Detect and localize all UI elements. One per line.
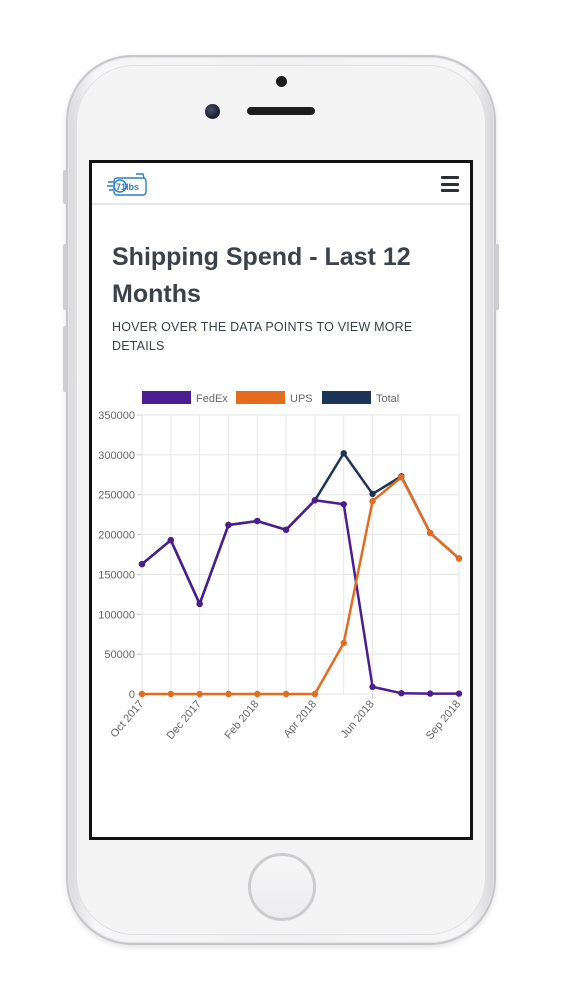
logo-text: 71lbs bbox=[116, 182, 139, 192]
data-point-fedex[interactable] bbox=[311, 497, 319, 504]
data-point-ups[interactable] bbox=[138, 690, 146, 698]
data-point-fedex[interactable] bbox=[254, 517, 261, 525]
hamburger-line-middle bbox=[441, 182, 459, 186]
data-point-ups[interactable] bbox=[282, 690, 290, 698]
legend-label-total[interactable]: Total bbox=[376, 393, 399, 405]
legend-swatch-ups[interactable] bbox=[236, 391, 285, 404]
phone-sensor-dot bbox=[276, 76, 287, 87]
phone-silent-switch bbox=[63, 170, 67, 204]
series-line-ups bbox=[142, 475, 460, 696]
data-point-fedex[interactable] bbox=[455, 690, 463, 697]
phone-volume-down-button bbox=[63, 326, 67, 392]
data-point-ups[interactable] bbox=[426, 529, 434, 537]
phone-volume-up-button bbox=[63, 244, 67, 310]
page-subtitle: HOVER OVER THE DATA POINTS TO VIEW MORE … bbox=[112, 320, 413, 353]
data-point-fedex[interactable] bbox=[369, 683, 376, 691]
y-tick-label: 300000 bbox=[98, 450, 135, 462]
y-tick-label: 350000 bbox=[98, 410, 135, 422]
data-point-ups[interactable] bbox=[369, 497, 376, 505]
data-point-total[interactable] bbox=[369, 490, 376, 498]
data-point-fedex[interactable] bbox=[225, 521, 232, 529]
hamburger-line-top bbox=[441, 176, 459, 179]
data-point-ups[interactable] bbox=[311, 690, 319, 698]
data-point-ups[interactable] bbox=[398, 473, 405, 481]
hamburger-line-bottom bbox=[441, 189, 459, 192]
71lbs-logo[interactable]: 71lbs bbox=[106, 172, 148, 198]
data-point-fedex[interactable] bbox=[196, 600, 203, 608]
data-point-ups[interactable] bbox=[167, 690, 175, 698]
y-tick-label: 150000 bbox=[98, 569, 135, 581]
x-tick-label: Dec 2017 bbox=[164, 698, 203, 742]
phone-speaker bbox=[247, 107, 315, 115]
data-point-ups[interactable] bbox=[254, 690, 261, 698]
legend-swatch-total[interactable] bbox=[322, 391, 371, 404]
data-point-fedex[interactable] bbox=[340, 501, 347, 508]
y-tick-label: 200000 bbox=[98, 530, 135, 542]
phone-front-camera bbox=[205, 104, 220, 119]
x-tick-label: Jun 2018 bbox=[339, 698, 377, 740]
x-tick-label: Apr 2018 bbox=[281, 698, 319, 740]
top-navbar: 71lbs bbox=[92, 163, 470, 205]
y-tick-label: 0 bbox=[129, 689, 135, 701]
page-title: Shipping Spend - Last 12 Months bbox=[112, 243, 411, 308]
x-tick-label: Feb 2018 bbox=[222, 698, 261, 741]
data-point-ups[interactable] bbox=[225, 690, 232, 698]
data-point-fedex[interactable] bbox=[167, 536, 175, 544]
data-point-total[interactable] bbox=[340, 450, 347, 457]
y-tick-label: 100000 bbox=[98, 609, 135, 621]
data-point-ups[interactable] bbox=[340, 639, 347, 647]
hamburger-menu-icon[interactable] bbox=[441, 176, 459, 192]
legend-label-fedex[interactable]: FedEx bbox=[196, 393, 228, 405]
data-point-fedex[interactable] bbox=[398, 690, 405, 697]
legend-swatch-fedex[interactable] bbox=[142, 391, 191, 404]
phone-power-button bbox=[495, 244, 499, 310]
x-tick-label: Sep 2018 bbox=[424, 698, 463, 742]
data-point-ups[interactable] bbox=[455, 555, 463, 562]
series-line-fedex bbox=[141, 499, 459, 695]
y-tick-label: 50000 bbox=[104, 649, 135, 661]
y-tick-label: 250000 bbox=[98, 490, 135, 502]
data-point-fedex[interactable] bbox=[426, 690, 434, 697]
phone-home-button[interactable] bbox=[248, 853, 316, 921]
legend-label-ups[interactable]: UPS bbox=[290, 393, 313, 405]
app-screen: 71lbs Shipping Spend - Last 12 Months HO… bbox=[89, 160, 473, 840]
data-point-fedex[interactable] bbox=[138, 560, 146, 568]
shipping-spend-line-chart[interactable]: 0 50000 100000 150000 200000 250000 300000 3500… bbox=[92, 385, 470, 745]
x-tick-label: Oct 2017 bbox=[108, 698, 146, 740]
data-point-ups[interactable] bbox=[196, 690, 203, 698]
data-point-fedex[interactable] bbox=[282, 526, 290, 533]
